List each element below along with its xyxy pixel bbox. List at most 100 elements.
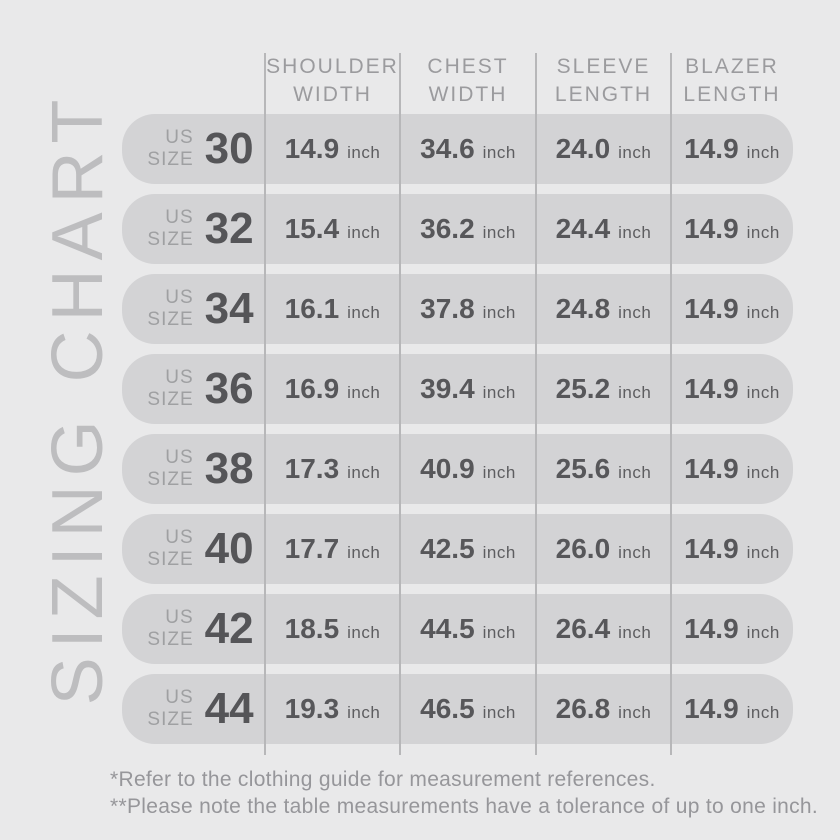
sleeve-length-cell: 26.8 inch bbox=[536, 693, 671, 725]
size-number: 30 bbox=[204, 124, 254, 173]
blazer-length-cell: 14.9 inch bbox=[671, 693, 793, 725]
measurement-unit: inch bbox=[746, 623, 780, 642]
us-size-label: US SIZE bbox=[147, 207, 194, 250]
sleeve-length-cell: 24.0 inch bbox=[536, 133, 671, 165]
size-cell: US SIZE 36 bbox=[122, 364, 265, 414]
size-number: 44 bbox=[204, 684, 254, 733]
size-number: 38 bbox=[204, 444, 254, 493]
measurement-unit: inch bbox=[618, 703, 652, 722]
measurement-unit: inch bbox=[482, 703, 516, 722]
header-line: LENGTH bbox=[554, 83, 653, 106]
measurement-value: 18.5 bbox=[284, 613, 340, 644]
size-cell: US SIZE 34 bbox=[122, 284, 265, 334]
size-cell: US SIZE 44 bbox=[122, 684, 265, 734]
shoulder-width-cell: 16.9 inch bbox=[265, 373, 400, 405]
size-number: 36 bbox=[204, 364, 254, 413]
size-cell: US SIZE 32 bbox=[122, 204, 265, 254]
chest-width-cell: 36.2 inch bbox=[400, 213, 536, 245]
page-title: SIZING CHART bbox=[38, 90, 118, 706]
measurement-value: 36.2 bbox=[420, 213, 475, 244]
measurement-value: 37.8 bbox=[420, 293, 475, 324]
shoulder-width-cell: 17.7 inch bbox=[265, 533, 400, 565]
measurement-value: 25.6 bbox=[555, 453, 611, 484]
measurement-unit: inch bbox=[347, 463, 381, 482]
table-row: US SIZE 42 18.5 inch 44.5 inch 26.4 inch 14… bbox=[122, 594, 793, 664]
measurement-unit: inch bbox=[746, 543, 780, 562]
chest-width-cell: 44.5 inch bbox=[400, 613, 536, 645]
us-size-label: US SIZE bbox=[147, 607, 194, 650]
measurement-value: 16.1 bbox=[284, 293, 340, 324]
measurement-unit: inch bbox=[482, 303, 516, 322]
measurement-value: 26.8 bbox=[555, 693, 611, 724]
size-number: 32 bbox=[204, 204, 254, 253]
blazer-length-cell: 14.9 inch bbox=[671, 133, 793, 165]
shoulder-width-cell: 14.9 inch bbox=[265, 133, 400, 165]
header-line: CHEST bbox=[427, 55, 509, 78]
column-divider bbox=[399, 53, 401, 755]
measurement-value: 16.9 bbox=[284, 373, 340, 404]
measurement-value: 24.4 bbox=[555, 213, 611, 244]
us-size-label: US SIZE bbox=[147, 447, 194, 490]
measurement-value: 46.5 bbox=[420, 693, 475, 724]
table-row: US SIZE 34 16.1 inch 37.8 inch 24.8 inch 14… bbox=[122, 274, 793, 344]
sleeve-length-cell: 24.8 inch bbox=[536, 293, 671, 325]
footnotes: *Refer to the clothing guide for measure… bbox=[110, 766, 818, 820]
measurement-value: 19.3 bbox=[284, 693, 340, 724]
shoulder-width-cell: 15.4 inch bbox=[265, 213, 400, 245]
measurement-unit: inch bbox=[482, 143, 516, 162]
chest-width-cell: 39.4 inch bbox=[400, 373, 536, 405]
measurement-value: 39.4 bbox=[420, 373, 475, 404]
measurement-unit: inch bbox=[746, 143, 780, 162]
header-line: WIDTH bbox=[428, 83, 508, 106]
table-row: US SIZE 30 14.9 inch 34.6 inch 24.0 inch 14… bbox=[122, 114, 793, 184]
measurement-unit: inch bbox=[746, 703, 780, 722]
chest-width-cell: 34.6 inch bbox=[400, 133, 536, 165]
measurement-value: 34.6 bbox=[420, 133, 475, 164]
us-size-label: US SIZE bbox=[147, 687, 194, 730]
measurement-unit: inch bbox=[347, 703, 381, 722]
measurement-value: 26.4 bbox=[555, 613, 611, 644]
blazer-length-cell: 14.9 inch bbox=[671, 213, 793, 245]
measurement-value: 15.4 bbox=[284, 213, 340, 244]
measurement-value: 26.0 bbox=[555, 533, 611, 564]
shoulder-width-cell: 19.3 inch bbox=[265, 693, 400, 725]
size-number: 34 bbox=[204, 284, 254, 333]
measurement-unit: inch bbox=[347, 543, 381, 562]
measurement-value: 17.3 bbox=[284, 453, 340, 484]
chest-width-cell: 40.9 inch bbox=[400, 453, 536, 485]
measurement-value: 14.9 bbox=[684, 453, 739, 484]
size-cell: US SIZE 38 bbox=[122, 444, 265, 494]
measurement-unit: inch bbox=[746, 383, 780, 402]
measurement-unit: inch bbox=[347, 143, 381, 162]
measurement-value: 14.9 bbox=[684, 613, 739, 644]
measurement-unit: inch bbox=[746, 463, 780, 482]
shoulder-width-cell: 16.1 inch bbox=[265, 293, 400, 325]
measurement-unit: inch bbox=[347, 383, 381, 402]
measurement-value: 24.0 bbox=[555, 133, 611, 164]
header-line: WIDTH bbox=[293, 83, 372, 106]
us-size-label: US SIZE bbox=[147, 127, 194, 170]
us-size-label: US SIZE bbox=[147, 527, 194, 570]
header-line: LENGTH bbox=[683, 83, 781, 106]
table-row: US SIZE 44 19.3 inch 46.5 inch 26.8 inch 14… bbox=[122, 674, 793, 744]
chest-width-cell: 46.5 inch bbox=[400, 693, 536, 725]
size-number: 42 bbox=[204, 604, 254, 653]
measurement-unit: inch bbox=[618, 143, 652, 162]
measurement-value: 17.7 bbox=[284, 533, 340, 564]
measurement-unit: inch bbox=[618, 223, 652, 242]
measurement-unit: inch bbox=[482, 383, 516, 402]
measurement-unit: inch bbox=[746, 303, 780, 322]
measurement-value: 14.9 bbox=[684, 373, 739, 404]
header-shoulder-width: SHOULDER WIDTH bbox=[265, 53, 400, 118]
size-number: 40 bbox=[204, 524, 254, 573]
header-line: SHOULDER bbox=[266, 55, 399, 78]
size-cell: US SIZE 40 bbox=[122, 524, 265, 574]
chest-width-cell: 37.8 inch bbox=[400, 293, 536, 325]
header-blazer-length: BLAZER LENGTH bbox=[671, 53, 793, 118]
measurement-value: 14.9 bbox=[684, 133, 739, 164]
table-row: US SIZE 32 15.4 inch 36.2 inch 24.4 inch 14… bbox=[122, 194, 793, 264]
table-row: US SIZE 38 17.3 inch 40.9 inch 25.6 inch 14… bbox=[122, 434, 793, 504]
measurement-value: 42.5 bbox=[420, 533, 475, 564]
table-row: US SIZE 40 17.7 inch 42.5 inch 26.0 inch 14… bbox=[122, 514, 793, 584]
table-row: US SIZE 36 16.9 inch 39.4 inch 25.2 inch 14… bbox=[122, 354, 793, 424]
